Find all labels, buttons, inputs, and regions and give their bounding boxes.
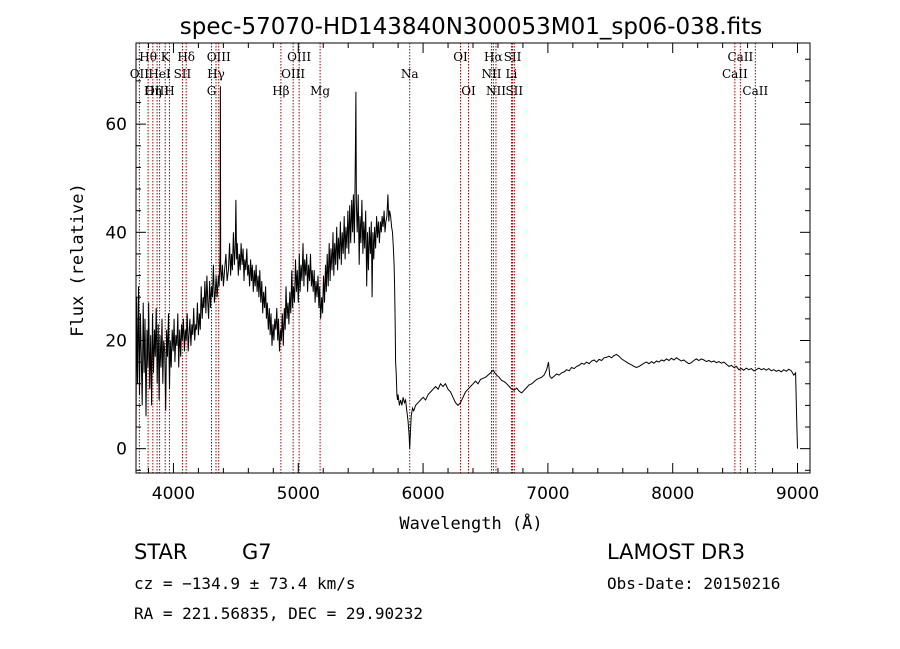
x-tick-label-4: 8000 [651, 484, 694, 504]
line-label-18: OI [461, 84, 476, 98]
object-class: STAR [134, 540, 187, 564]
line-label-11: G [207, 84, 217, 98]
line-label-27: CaII [742, 84, 768, 98]
line-label-13: OIII [281, 67, 305, 81]
line-label-15: Mg [310, 84, 330, 98]
line-label-5: Hη [144, 84, 162, 98]
line-label-9: OIII [207, 50, 231, 64]
line-label-23: Li [506, 67, 518, 81]
line-label-24: SII [505, 84, 523, 98]
x-tick-label-5: 9000 [776, 484, 819, 504]
line-label-6: H [164, 84, 174, 98]
x-tick-label-3: 7000 [526, 484, 569, 504]
survey-name: LAMOST DR3 [607, 540, 745, 564]
x-tick-label-0: 4000 [152, 484, 195, 504]
coordinates-readout: RA = 221.56835, DEC = 29.90232 [134, 604, 423, 623]
y-tick-label-3: 60 [105, 115, 127, 135]
line-label-22: SII [504, 50, 522, 64]
redshift-readout: cz = −134.9 ± 73.4 km/s [134, 574, 356, 593]
line-label-17: OI [453, 50, 468, 64]
line-label-10: Hγ [207, 67, 225, 81]
y-tick-label-0: 0 [116, 440, 127, 460]
line-label-26: CaII [722, 67, 748, 81]
y-axis-label: Flux (relative) [68, 183, 88, 337]
x-axis-label: Wavelength (Å) [399, 512, 542, 534]
y-tick-label-1: 20 [105, 331, 127, 351]
line-label-14: Hβ [272, 84, 289, 98]
chart-title: spec-57070-HD143840N300053M01_sp06-038.f… [180, 14, 762, 40]
line-label-19: Hα [484, 50, 503, 64]
x-tick-label-1: 5000 [277, 484, 320, 504]
observation-date: Obs-Date: 20150216 [607, 574, 780, 593]
line-label-25: CaII [727, 50, 753, 64]
line-label-20: NII [481, 67, 501, 81]
line-label-0: Hθ [139, 50, 157, 64]
line-label-16: Na [401, 67, 419, 81]
object-subclass: G7 [242, 540, 272, 564]
y-axis-ticks: 0 20 40 60 [105, 58, 810, 471]
y-tick-label-2: 40 [105, 223, 127, 243]
line-label-21: NII [486, 84, 506, 98]
x-tick-label-2: 6000 [401, 484, 444, 504]
line-label-7: SII [174, 67, 192, 81]
line-label-1: OII [130, 67, 150, 81]
line-label-4: HeI [148, 67, 171, 81]
line-label-8: Hδ [177, 50, 195, 64]
x-axis-ticks: 4000 5000 6000 7000 8000 9000 [147, 43, 819, 504]
line-label-12: OIII [287, 50, 311, 64]
line-label-2: OIII [145, 84, 169, 98]
spectrum-line [135, 86, 798, 449]
line-label-3: K [161, 50, 171, 64]
